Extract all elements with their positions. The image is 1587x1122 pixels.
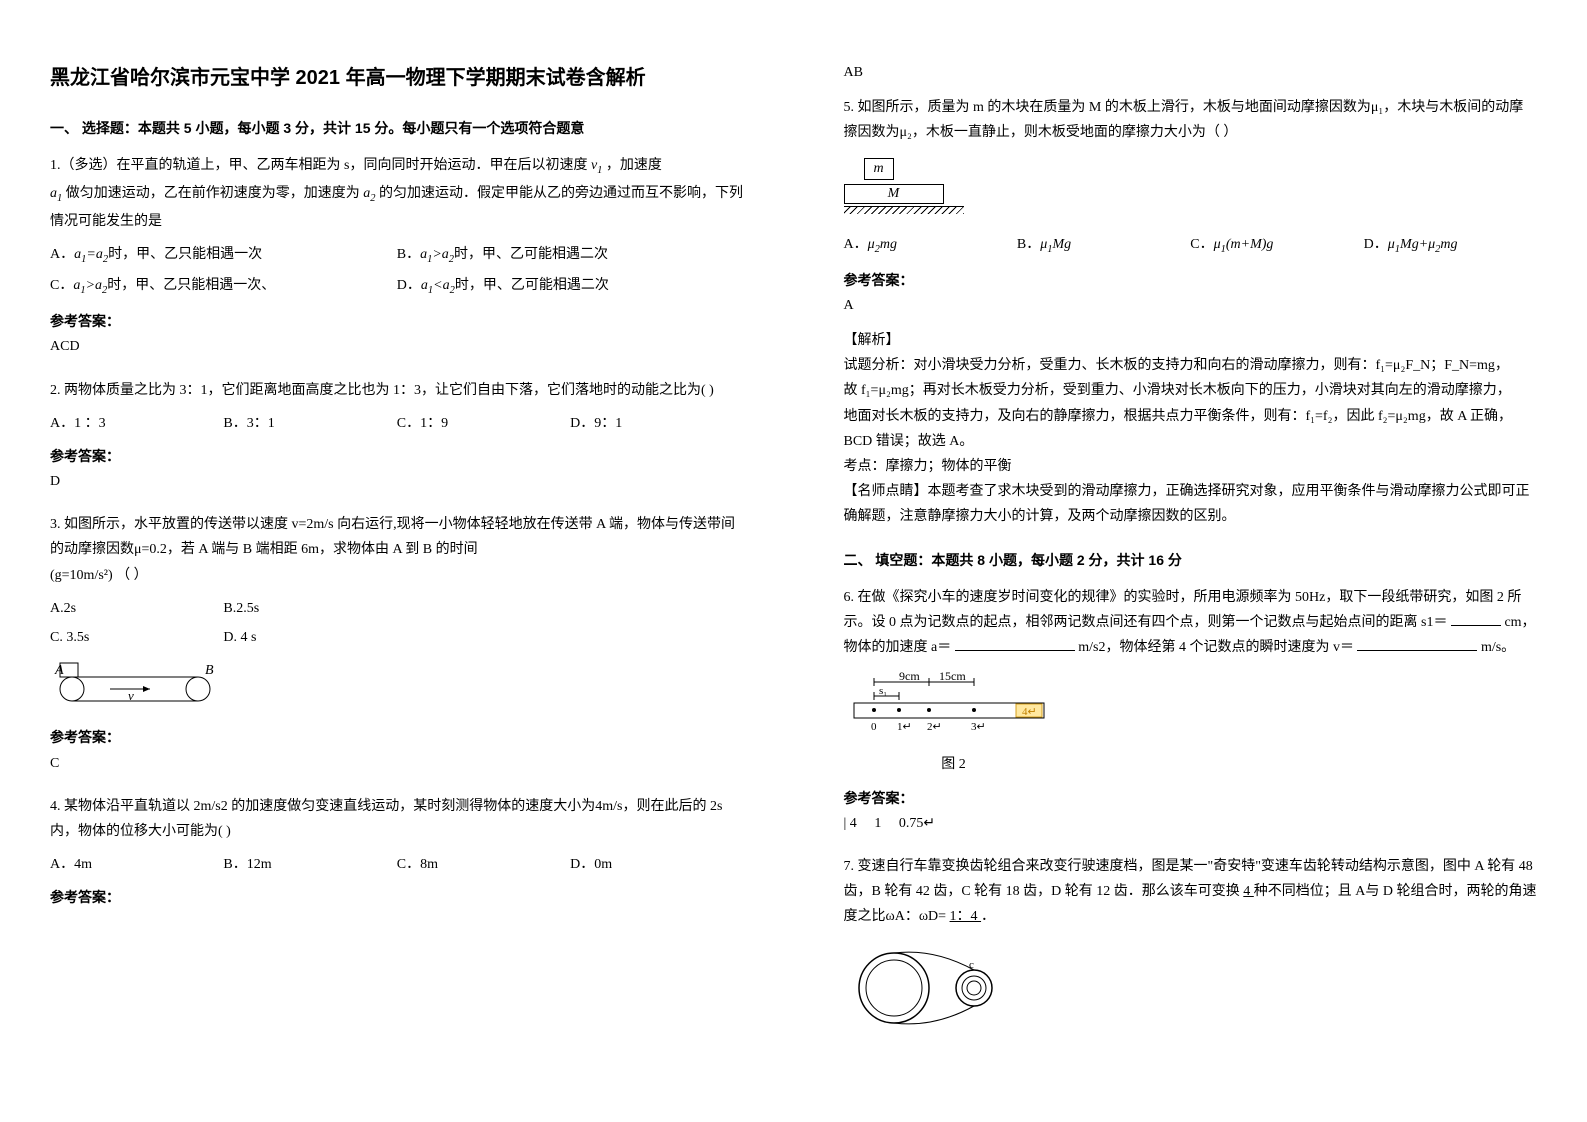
q1-text2: ，加速度 <box>606 158 662 173</box>
q5-answer: A <box>844 293 1538 318</box>
svg-text:B: B <box>205 663 214 678</box>
q1-option-c: C．a1>a2时，甲、乙只能相遇一次、 <box>50 273 397 301</box>
question-4: 4. 某物体沿平直轨道以 2m/s2 的加速度做匀变速直线运动，某时刻测得物体的… <box>50 794 744 911</box>
q5-analysis-1: 试题分析：对小滑块受力分析，受重力、长木板的支持力和向右的滑动摩擦力，则有：f₁… <box>844 353 1538 378</box>
q6-blank3 <box>1357 637 1477 651</box>
question-2: 2. 两物体质量之比为 3：1，它们距离地面高度之比也为 1：3，让它们自由下落… <box>50 378 744 495</box>
q4-text: 4. 某物体沿平直轨道以 2m/s2 的加速度做匀变速直线运动，某时刻测得物体的… <box>50 794 744 844</box>
q1-option-b: B．a1>a2时，甲、乙可能相遇二次 <box>397 242 744 270</box>
q5-comment: 【名师点睛】本题考查了求木块受到的滑动摩擦力，正确选择研究对象，应用平衡条件与滑… <box>844 479 1538 529</box>
q3-option-d: D. 4 s <box>223 625 396 650</box>
fig2-label: 图 2 <box>844 752 1064 777</box>
q2-option-d: D．9：1 <box>570 411 743 436</box>
q1-answer-label: 参考答案： <box>50 309 744 334</box>
q6-blank1 <box>1451 612 1501 626</box>
q5-text: 5. 如图所示，质量为 m 的木块在质量为 M 的木板上滑行，木板与地面间动摩擦… <box>844 95 1538 145</box>
q6-text3: m/s2，物体经第 4 个记数点的瞬时速度为 v＝ <box>1078 640 1354 655</box>
q5-analysis-3: 地面对长木板的支持力，及向右的静摩擦力，根据共点力平衡条件，则有：f₁=f₂，因… <box>844 404 1538 429</box>
q1-option-a: A．a1=a2时，甲、乙只能相遇一次 <box>50 242 397 270</box>
q4-option-d: D．0m <box>570 852 743 877</box>
q6-answer-label: 参考答案： <box>844 786 1538 811</box>
question-6: 6. 在做《探究小车的速度岁时间变化的规律》的实验时，所用电源频率为 50Hz，… <box>844 585 1538 836</box>
q5-option-d: D．μ1Mg+μ2mg <box>1364 232 1537 260</box>
svg-text:A: A <box>54 663 64 678</box>
q3-option-c: C. 3.5s <box>50 625 223 650</box>
q5-option-c: C．μ1(m+M)g <box>1190 232 1363 260</box>
svg-text:s₁: s₁ <box>879 685 887 697</box>
conveyor-diagram: A B v <box>50 658 744 717</box>
section1-title: 一、 选择题：本题共 5 小题，每小题 3 分，共计 15 分。每小题只有一个选… <box>50 116 744 141</box>
q2-option-b: B．3：1 <box>223 411 396 436</box>
svg-text:3↵: 3↵ <box>971 721 986 733</box>
q4-answer-label: 参考答案： <box>50 885 744 910</box>
svg-text:0: 0 <box>871 721 877 733</box>
q3-answer-label: 参考答案： <box>50 725 744 750</box>
q2-option-a: A．1 ：3 <box>50 411 223 436</box>
question-5: 5. 如图所示，质量为 m 的木块在质量为 M 的木板上滑行，木板与地面间动摩擦… <box>844 95 1538 529</box>
q4-answer: AB <box>844 60 1538 85</box>
q2-option-c: C．1：9 <box>397 411 570 436</box>
q1-text: 1.（多选）在平直的轨道上，甲、乙两车相距为 s，同向同时开始运动．甲在后以初速… <box>50 158 587 173</box>
svg-text:4↵: 4↵ <box>1022 706 1037 718</box>
section2-title: 二、 填空题：本题共 8 小题，每小题 2 分，共计 16 分 <box>844 548 1538 573</box>
q3-option-a: A.2s <box>50 596 223 621</box>
q5-analysis-4: BCD 错误；故选 A。 <box>844 429 1538 454</box>
question-1: 1.（多选）在平直的轨道上，甲、乙两车相距为 s，同向同时开始运动．甲在后以初速… <box>50 153 744 359</box>
q2-text: 2. 两物体质量之比为 3：1，它们距离地面高度之比也为 1：3，让它们自由下落… <box>50 378 744 403</box>
q4-option-b: B．12m <box>223 852 396 877</box>
q1-option-d: D．a1<a2时，甲、乙可能相遇二次 <box>397 273 744 301</box>
gear-diagram: c <box>844 938 1024 1038</box>
q6-answer: | 4 1 0.75↵ <box>844 811 1538 836</box>
q4-option-c: C．8m <box>397 852 570 877</box>
block-diagram: m M <box>844 156 964 214</box>
svg-text:2↵: 2↵ <box>927 721 942 733</box>
q6-text4: m/s。 <box>1481 640 1515 655</box>
q1-answer: ACD <box>50 334 744 359</box>
q5-analysis-2: 故 f₁=μ₂mg；再对长木板受力分析，受到重力、小滑块对长木板向下的压力，小滑… <box>844 378 1538 403</box>
q3-answer: C <box>50 751 744 776</box>
q5-option-a: A．μ2mg <box>844 232 1017 260</box>
tape-diagram: 9cm 15cm s₁ 0 1↵ 2↵ 3↵ <box>844 668 1538 777</box>
q1-text3: 做匀加速运动，乙在前作初速度为零，加速度为 <box>66 186 360 201</box>
q6-blank2 <box>955 637 1075 651</box>
q3-paren: （ ） <box>116 568 148 583</box>
svg-text:1↵: 1↵ <box>897 721 912 733</box>
q5-option-b: B．μ1Mg <box>1017 232 1190 260</box>
exam-title: 黑龙江省哈尔滨市元宝中学 2021 年高一物理下学期期末试卷含解析 <box>50 60 744 96</box>
q7-blank2: 1：4 <box>950 909 982 924</box>
svg-text:9cm: 9cm <box>899 669 920 683</box>
q3-gravity: (g=10m/s²) <box>50 568 113 583</box>
q2-answer: D <box>50 469 744 494</box>
question-7: 7. 变速自行车靠变换齿轮组合来改变行驶速度档，图是某一"奇安特"变速车齿轮转动… <box>844 854 1538 1038</box>
question-3: 3. 如图所示，水平放置的传送带以速度 v=2m/s 向右运行,现将一小物体轻轻… <box>50 512 744 776</box>
q2-answer-label: 参考答案： <box>50 444 744 469</box>
q3-option-b: B.2.5s <box>223 596 396 621</box>
q7-blank1: 4 <box>1243 884 1254 899</box>
q7-text3: ． <box>981 909 995 924</box>
q3-text: 3. 如图所示，水平放置的传送带以速度 v=2m/s 向右运行,现将一小物体轻轻… <box>50 512 744 562</box>
svg-text:v: v <box>128 688 134 703</box>
q4-option-a: A．4m <box>50 852 223 877</box>
q5-point: 考点：摩擦力；物体的平衡 <box>844 454 1538 479</box>
q5-analysis-title: 【解析】 <box>844 328 1538 353</box>
svg-text:15cm: 15cm <box>939 669 966 683</box>
q6-text1: 6. 在做《探究小车的速度岁时间变化的规律》的实验时，所用电源频率为 50Hz，… <box>844 590 1522 630</box>
svg-text:c: c <box>969 959 974 971</box>
q5-answer-label: 参考答案： <box>844 268 1538 293</box>
